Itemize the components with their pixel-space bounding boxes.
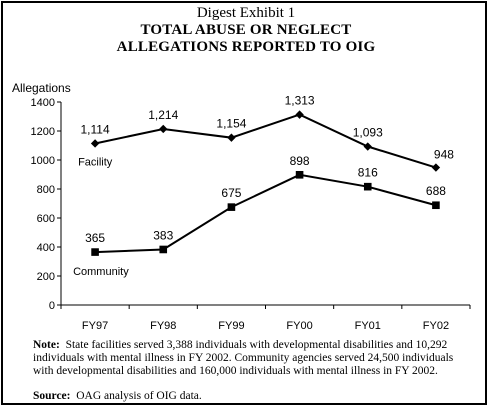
data-label: 816 xyxy=(358,166,378,180)
chart-title-line2: ALLEGATIONS REPORTED TO OIG xyxy=(116,39,376,55)
data-label: 1,114 xyxy=(81,122,110,136)
data-point-diamond xyxy=(90,139,100,148)
data-point-square xyxy=(295,170,304,179)
exhibit-frame xyxy=(1,1,487,405)
data-point-square xyxy=(363,182,372,191)
data-label: 1,214 xyxy=(148,108,178,122)
data-point-square xyxy=(227,203,236,211)
y-tick-label: 800 xyxy=(37,184,55,196)
data-point-square xyxy=(91,248,99,256)
series-name-label: Facility xyxy=(78,156,113,168)
series-name-label: Community xyxy=(73,266,129,278)
y-axis-label: Allegations xyxy=(12,81,71,95)
series-facility: 1,114 1,214 1,154 1,313 1,093 948 Facility xyxy=(78,94,454,172)
data-point-diamond xyxy=(431,163,441,172)
data-label: 383 xyxy=(153,228,173,242)
x-tick-label: FY00 xyxy=(286,320,312,332)
y-tick-label: 400 xyxy=(37,242,55,254)
y-tick-label: 1400 xyxy=(31,97,55,109)
data-point-diamond xyxy=(363,142,372,151)
source-label: Source: xyxy=(33,390,71,402)
data-label: 365 xyxy=(85,231,105,245)
data-label: 898 xyxy=(290,154,310,168)
y-tick-label: 600 xyxy=(37,213,55,225)
x-tick-label: FY01 xyxy=(355,320,381,332)
y-tick-label: 200 xyxy=(37,271,55,283)
data-label: 1,093 xyxy=(353,126,383,140)
y-tick-label: 1000 xyxy=(31,155,55,167)
y-tick-label: 1200 xyxy=(31,126,55,138)
source: Source: OAG analysis of OIG data. xyxy=(33,390,473,403)
data-point-square xyxy=(432,201,440,210)
data-label: 1,313 xyxy=(285,94,315,108)
note-text: State facilities served 3,388 individual… xyxy=(33,339,454,377)
title-block: Digest Exhibit 1 TOTAL ABUSE OR NEGLECT … xyxy=(0,5,492,56)
exhibit-label: Digest Exhibit 1 xyxy=(196,5,296,21)
data-label: 1,154 xyxy=(216,117,246,131)
x-tick-label: FY02 xyxy=(423,320,449,332)
data-point-diamond xyxy=(159,124,168,134)
source-text: OAG analysis of OIG data. xyxy=(76,390,202,402)
data-label: 675 xyxy=(221,186,241,200)
data-point-diamond xyxy=(295,110,304,119)
axes: 0 200 400 600 800 1000 1200 1400 FY97 FY98 FY99 FY0… xyxy=(31,97,471,332)
data-point-diamond xyxy=(227,133,236,142)
y-tick-label: 0 xyxy=(49,300,55,312)
community-line xyxy=(95,173,437,254)
x-tick-label: FY99 xyxy=(218,320,244,332)
data-label: 688 xyxy=(426,184,446,198)
chart-title-line1: TOTAL ABUSE OR NEGLECT xyxy=(140,22,352,38)
note: Note: State facilities served 3,388 indi… xyxy=(33,339,473,378)
note-label: Note: xyxy=(33,339,60,351)
facility-line xyxy=(94,113,437,169)
data-point-square xyxy=(159,245,168,254)
series-community: 365 383 675 898 816 688 Community xyxy=(73,154,446,278)
x-tick-label: FY97 xyxy=(82,320,108,332)
x-tick-label: FY98 xyxy=(150,320,176,332)
data-label: 948 xyxy=(434,148,454,162)
